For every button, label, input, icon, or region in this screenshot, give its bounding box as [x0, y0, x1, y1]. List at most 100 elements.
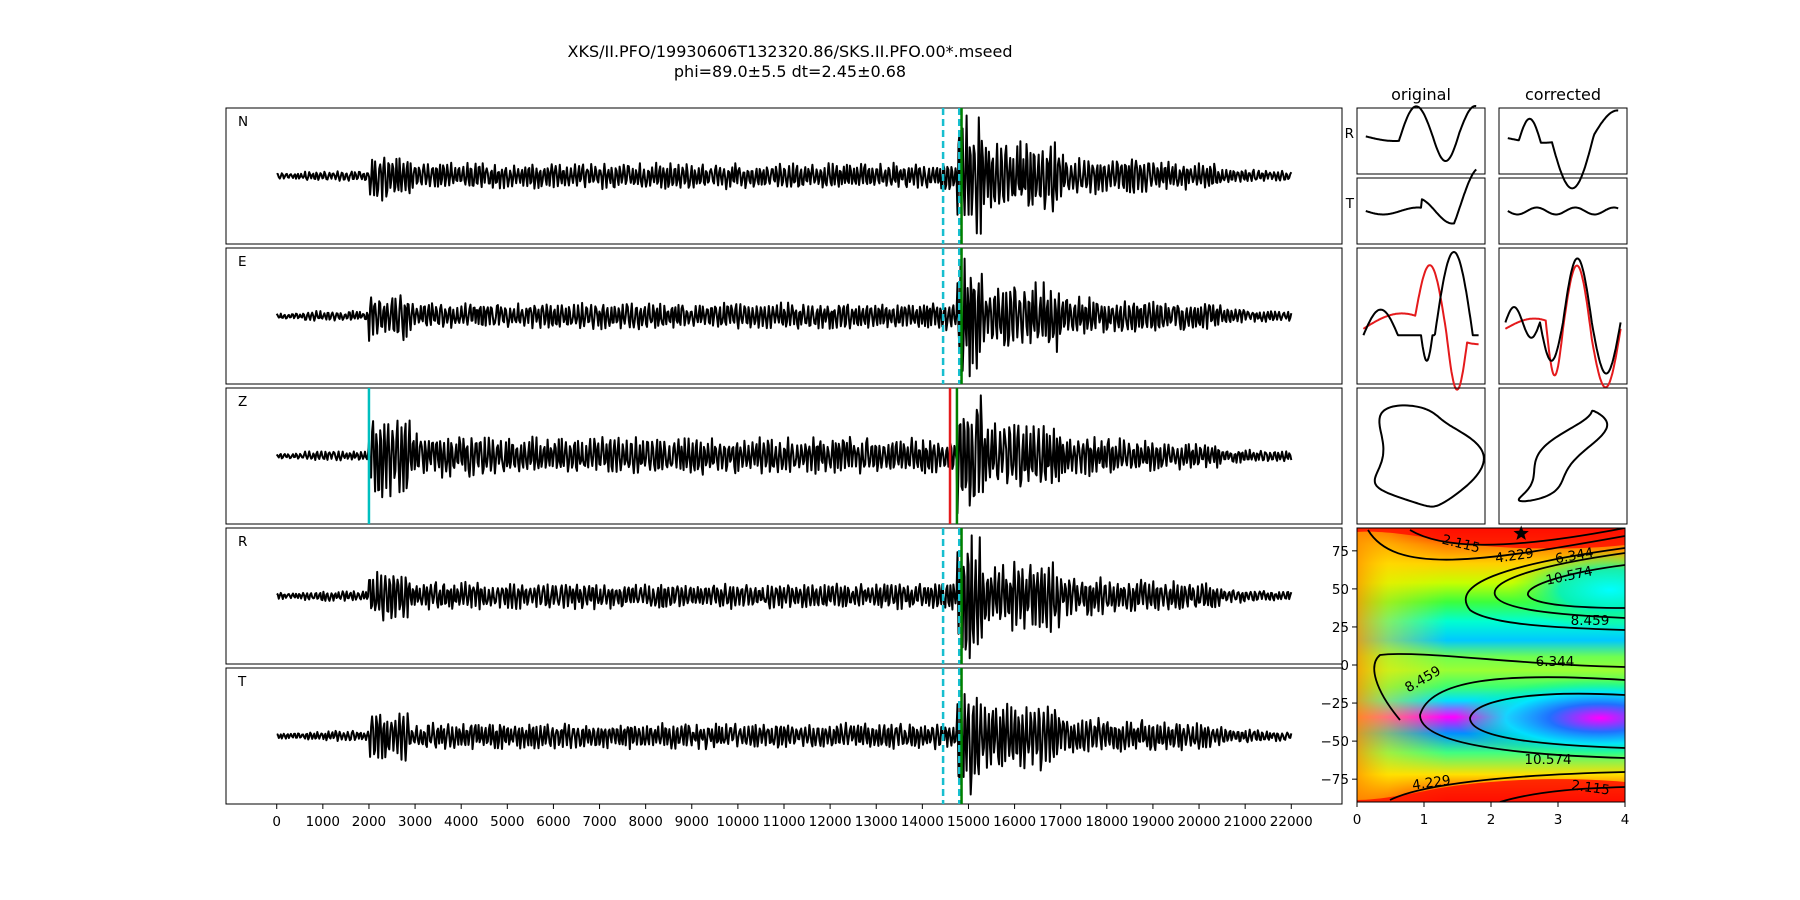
x-tick-label: 5000 — [490, 814, 524, 830]
surface-x-tick-label: 3 — [1554, 812, 1563, 828]
x-tick-label: 19000 — [1131, 814, 1174, 830]
pm-trace-radial — [1504, 257, 1622, 375]
waveform-frame — [225, 247, 1343, 385]
x-tick-label: 2000 — [352, 814, 386, 830]
waveform-panel-r: R — [225, 527, 1343, 665]
waveform-frame — [225, 387, 1343, 525]
pm-frame — [1498, 387, 1628, 525]
x-tick-label: 13000 — [855, 814, 898, 830]
pm-frame — [1356, 247, 1486, 385]
pm-trace-original-radial — [1362, 264, 1479, 391]
waveform-trace — [275, 394, 1293, 515]
x-tick-label: 4000 — [444, 814, 478, 830]
x-tick-label: 10000 — [716, 814, 759, 830]
x-tick-label: 9000 — [675, 814, 709, 830]
contour-label: 6.344 — [1536, 654, 1575, 670]
contour-line — [1409, 528, 1625, 546]
waveform-panels: N E Z R T — [225, 107, 1343, 805]
contour-label: 4.229 — [1494, 545, 1535, 566]
waveform-panel-t: T — [225, 667, 1343, 805]
surface-x-tick-label: 1 — [1420, 812, 1429, 828]
waveform-trace — [276, 114, 1293, 235]
pm-trace-radial — [1362, 251, 1479, 362]
contour-line — [1464, 547, 1625, 631]
waveform-x-axis: 0 1000 2000 3000 4000 5000 6000 7000 8000 9000 100… — [272, 804, 1313, 830]
contour-label: 8.459 — [1571, 613, 1610, 629]
pm-frame — [1356, 387, 1486, 525]
waveform-panel-e: E — [225, 247, 1343, 385]
surface-y-tick-label: −50 — [1321, 734, 1350, 750]
figure-title-line2: phi=89.0±5.5 dt=2.45±0.68 — [674, 62, 906, 81]
contour-line — [1493, 552, 1625, 619]
surface-x-tick-label: 4 — [1621, 812, 1630, 828]
x-tick-label: 7000 — [582, 814, 616, 830]
pm-panel-corrected-3 — [1498, 247, 1628, 389]
row-label-r: R — [1345, 126, 1354, 142]
x-tick-label: 6000 — [536, 814, 570, 830]
pm-trace — [1365, 168, 1477, 225]
contour-line — [1367, 529, 1625, 561]
pm-frame — [1356, 177, 1486, 245]
best-fit-star-icon — [1513, 525, 1529, 540]
component-label: N — [238, 114, 248, 130]
x-tick-label: 1000 — [306, 814, 340, 830]
surface-y-tick-label: 75 — [1332, 544, 1349, 560]
x-tick-label: 20000 — [1178, 814, 1221, 830]
pm-panel-original-1 — [1356, 105, 1486, 175]
pm-frame — [1498, 247, 1628, 385]
pm-panel-corrected-2 — [1498, 177, 1628, 245]
pm-panel-corrected-1 — [1498, 107, 1628, 190]
x-tick-label: 14000 — [901, 814, 944, 830]
error-surface-low-lower — [1455, 678, 1625, 758]
waveform-trace — [276, 693, 1293, 796]
waveform-trace — [276, 534, 1293, 660]
pm-panel-original-3 — [1356, 247, 1486, 391]
x-tick-label: 12000 — [809, 814, 852, 830]
contour-line — [1419, 676, 1625, 759]
contour-line — [1527, 564, 1625, 609]
waveform-panel-n: N — [225, 107, 1343, 245]
contour-label: 4.229 — [1411, 772, 1452, 793]
waveform-trace — [275, 257, 1293, 378]
surface-y-tick-label: −25 — [1321, 696, 1350, 712]
x-tick-label: 17000 — [1039, 814, 1082, 830]
figure-title-line1: XKS/II.PFO/19930606T132320.86/SKS.II.PFO… — [568, 42, 1013, 61]
pm-trace-original-radial — [1504, 264, 1622, 389]
error-surface-panel: 2.115 4.229 6.34410.5748.4596.3448.45910.5… — [1321, 525, 1630, 828]
pm-trace-motion — [1517, 409, 1609, 503]
component-label: T — [237, 674, 247, 690]
waveform-frame — [225, 527, 1343, 665]
x-tick-label: 22000 — [1270, 814, 1313, 830]
pm-trace — [1507, 109, 1619, 190]
component-label: Z — [238, 394, 247, 410]
column-title-original: original — [1391, 85, 1451, 104]
surface-y-tick-label: 0 — [1340, 658, 1349, 674]
row-label-t: T — [1345, 196, 1355, 212]
contour-line — [1389, 771, 1625, 801]
pm-panel-original-2 — [1356, 168, 1486, 245]
surface-y-tick-label: 25 — [1332, 620, 1349, 636]
column-title-corrected: corrected — [1525, 85, 1601, 104]
x-tick-label: 21000 — [1224, 814, 1267, 830]
waveform-frame — [225, 107, 1343, 245]
x-tick-label: 18000 — [1085, 814, 1128, 830]
pm-panel-corrected-4 — [1498, 387, 1628, 525]
error-surface-left-band — [1357, 528, 1447, 802]
x-tick-label: 11000 — [763, 814, 806, 830]
pm-trace-motion — [1373, 404, 1485, 508]
error-surface-bottom-high — [1357, 779, 1625, 802]
x-tick-label: 0 — [272, 814, 281, 830]
particle-motion-panels: original corrected R T — [1345, 85, 1628, 525]
waveform-panel-z: Z — [225, 387, 1343, 525]
contour-label: 6.344 — [1554, 545, 1595, 567]
pm-panel-original-4 — [1356, 387, 1486, 525]
surface-x-tick-label: 0 — [1353, 812, 1362, 828]
contour-label: 2.115 — [1570, 777, 1611, 798]
contour-line — [1373, 653, 1625, 721]
surface-x-tick-label: 2 — [1487, 812, 1496, 828]
pm-trace — [1507, 206, 1619, 216]
contour-label: 10.574 — [1524, 752, 1571, 768]
component-label: R — [238, 534, 247, 550]
x-tick-label: 3000 — [398, 814, 432, 830]
